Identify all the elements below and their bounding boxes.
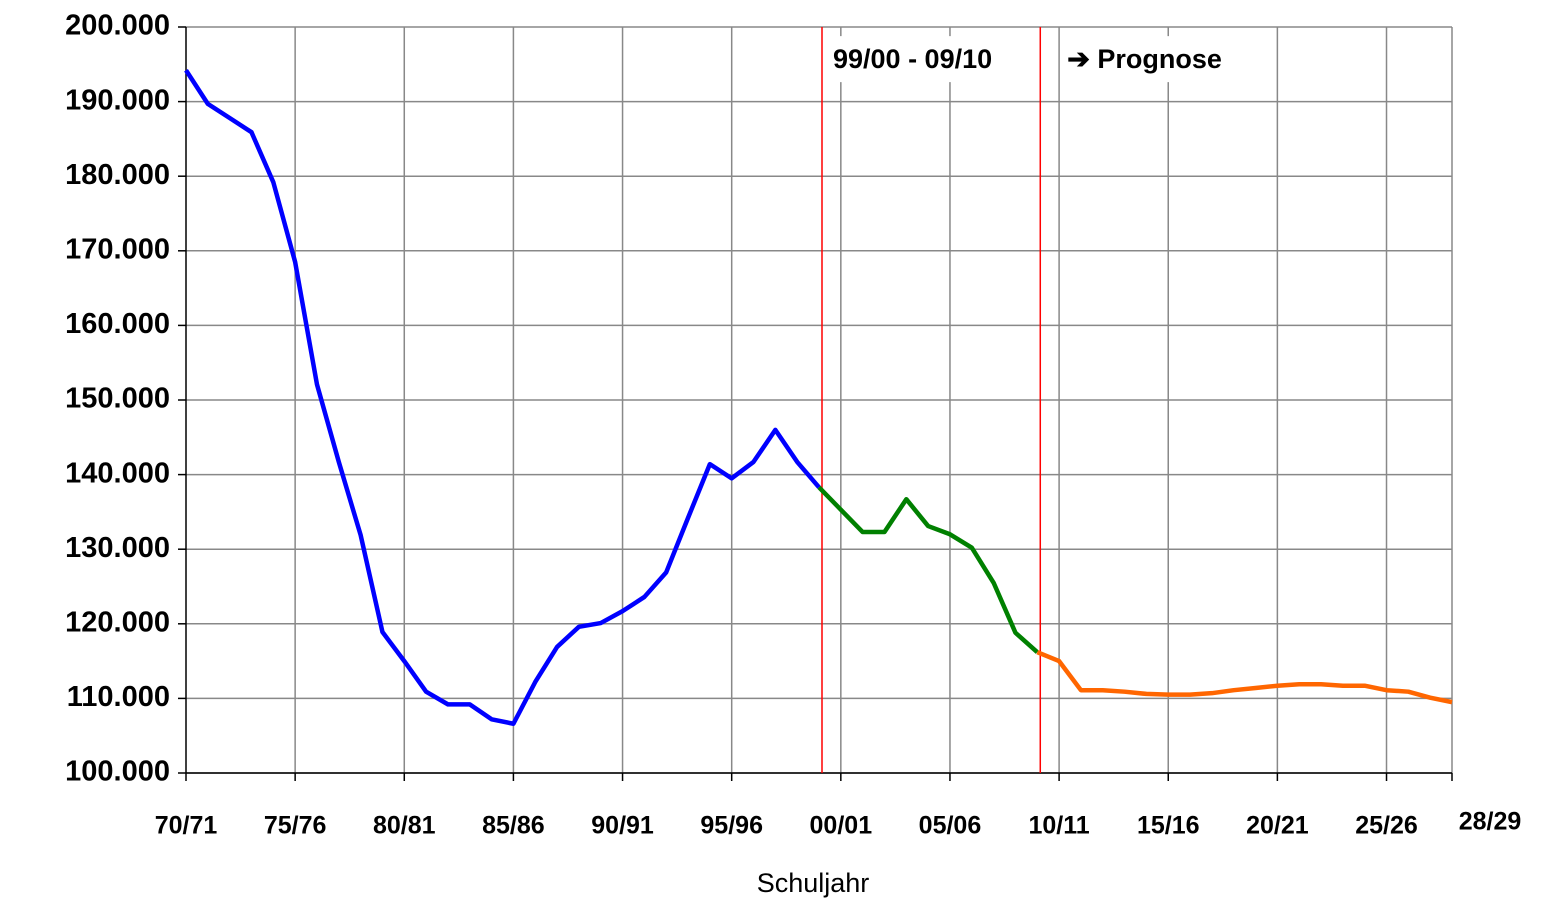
y-tick-label: 150.000 xyxy=(65,383,170,415)
y-tick-label: 190.000 xyxy=(65,84,170,116)
y-tick-label: 130.000 xyxy=(65,532,170,564)
y-tick-label: 200.000 xyxy=(65,10,170,42)
line xyxy=(817,485,1039,654)
annotation: ➔ Prognose xyxy=(1067,44,1222,74)
x-tick-label: 00/01 xyxy=(810,812,873,840)
x-tick-label: 20/21 xyxy=(1246,812,1309,840)
y-tick-label: 110.000 xyxy=(67,681,170,713)
annotation-bg xyxy=(1061,36,1228,83)
x-axis-label: Schuljahr xyxy=(757,868,870,898)
annotation: 99/00 - 09/10 xyxy=(833,44,992,74)
y-tick-label: 100.000 xyxy=(65,756,170,788)
line xyxy=(184,69,821,727)
x-tick-label: 70/71 xyxy=(155,812,218,840)
x-tick-label: 80/81 xyxy=(373,812,436,840)
x-tick-label: 05/06 xyxy=(919,812,982,840)
annotation-bg xyxy=(827,36,999,83)
y-tick-label: 160.000 xyxy=(65,308,170,340)
x-tick-label: 25/26 xyxy=(1355,812,1418,840)
x-tick-label: 85/86 xyxy=(482,812,545,840)
x-tick-label: 28/29 xyxy=(1459,808,1522,836)
x-tick-label: 95/96 xyxy=(700,812,763,840)
y-tick-label: 120.000 xyxy=(65,606,170,638)
x-tick-label: 10/11 xyxy=(1029,812,1090,840)
line xyxy=(1036,650,1453,705)
y-tick-label: 140.000 xyxy=(65,457,170,489)
x-tick-label: 75/76 xyxy=(264,812,327,840)
y-tick-label: 170.000 xyxy=(65,233,170,265)
x-tick-label: 15/16 xyxy=(1137,812,1200,840)
x-tick-label: 90/91 xyxy=(591,812,654,840)
y-tick-label: 180.000 xyxy=(65,159,170,191)
